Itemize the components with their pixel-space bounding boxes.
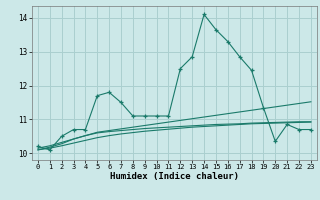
X-axis label: Humidex (Indice chaleur): Humidex (Indice chaleur)	[110, 172, 239, 181]
